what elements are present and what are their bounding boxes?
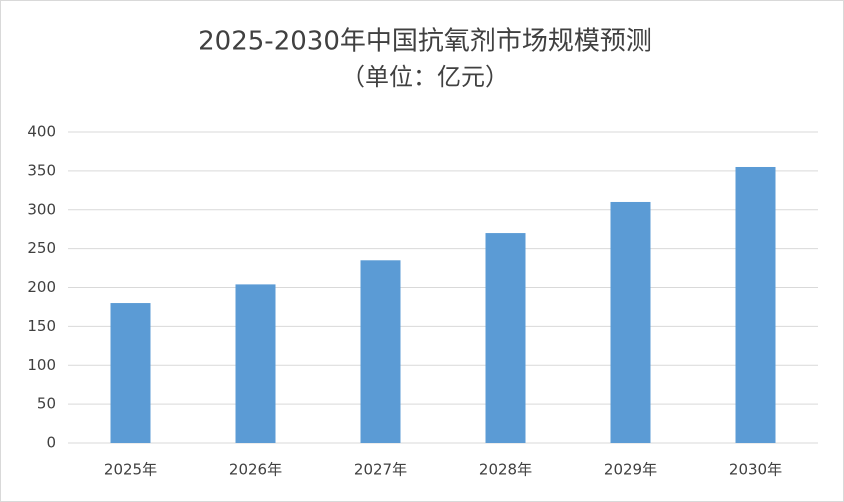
y-tick-label: 100	[27, 356, 56, 374]
chart-title: 2025-2030年中国抗氧剂市场规模预测	[198, 27, 652, 57]
y-tick-label: 150	[27, 317, 56, 335]
bar	[110, 303, 151, 443]
y-tick-label: 400	[27, 123, 56, 141]
bar	[235, 284, 276, 443]
x-tick-label: 2026年	[229, 461, 282, 479]
bar	[735, 166, 776, 444]
y-tick-label: 350	[27, 161, 56, 179]
bar	[360, 260, 401, 443]
chart-subtitle: （单位：亿元）	[341, 63, 509, 91]
x-tick-label: 2025年	[104, 461, 157, 479]
x-tick-label: 2028年	[479, 461, 532, 479]
y-tick-label: 200	[27, 278, 56, 296]
y-tick-label: 300	[27, 200, 56, 218]
y-tick-label: 50	[37, 395, 56, 413]
x-tick-label: 2027年	[354, 461, 407, 479]
x-tick-label: 2030年	[729, 461, 782, 479]
y-tick-label: 250	[27, 239, 56, 257]
x-tick-label: 2029年	[604, 461, 657, 479]
y-tick-label: 0	[46, 434, 56, 452]
bar	[610, 201, 651, 443]
bar	[485, 233, 526, 443]
